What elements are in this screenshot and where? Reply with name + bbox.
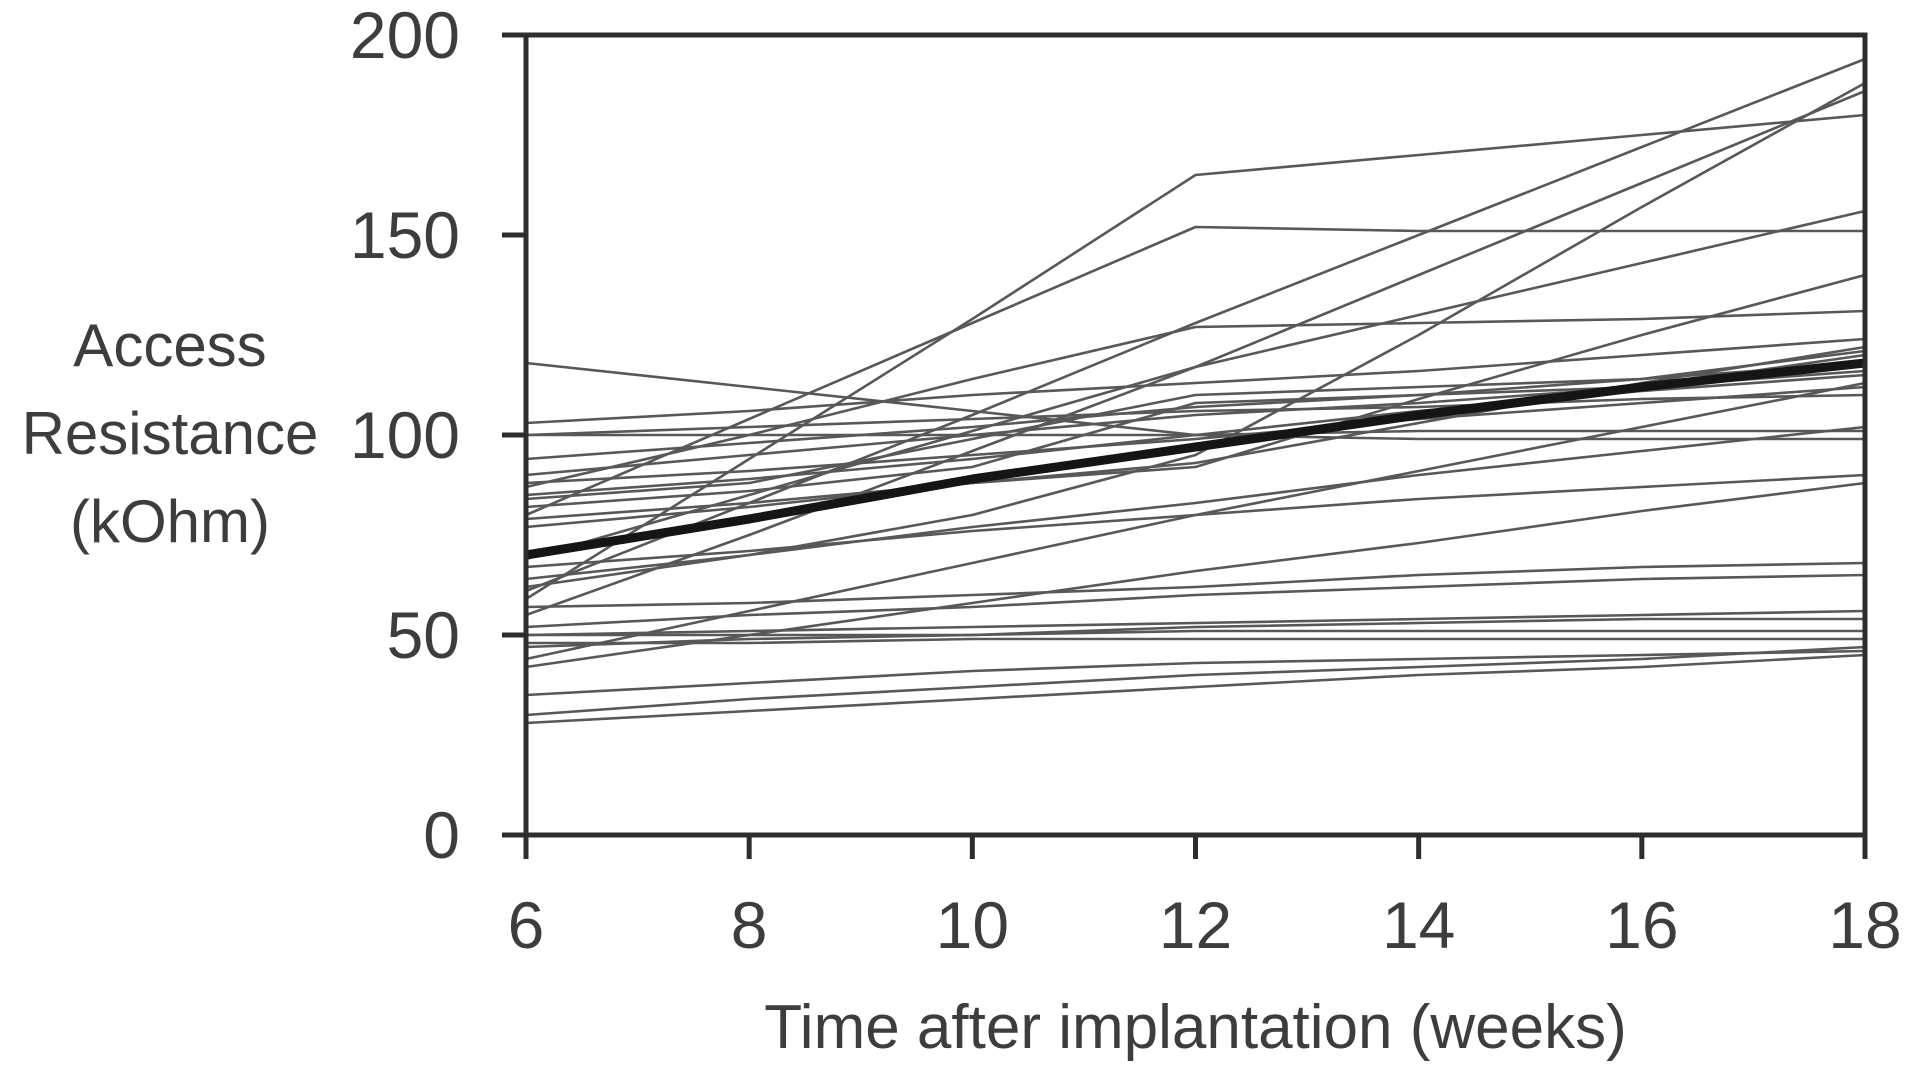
electrode-trace-line (525, 89, 1866, 617)
y-tick-label: 150 (349, 198, 460, 272)
electrode-trace-line (525, 393, 1866, 437)
electrode-trace-line (525, 573, 1866, 629)
electrode-trace-line (525, 345, 1866, 529)
y-tick-label: 50 (386, 598, 460, 672)
x-tick-label: 12 (1158, 888, 1233, 962)
x-tick-label: 10 (935, 888, 1010, 962)
electrode-trace-line (525, 653, 1866, 725)
x-tick-label: 8 (730, 888, 768, 962)
electrode-trace-line (525, 617, 1865, 649)
electrode-trace-line (525, 57, 1866, 593)
electrode-trace-line (525, 561, 1866, 609)
electrode-trace-line (525, 349, 1866, 501)
x-axis-title: Time after implantation (weeks) (764, 993, 1627, 1062)
y-tick-label: 100 (349, 398, 460, 472)
y-tick-label: 200 (349, 0, 460, 72)
electrode-trace-line (525, 385, 1866, 485)
electrode-trace-line (525, 309, 1866, 489)
y-axis-title-line-2: Resistance (21, 400, 319, 467)
electrode-trace-line (525, 381, 1866, 661)
y-axis-title-line-1: Access (73, 312, 267, 379)
electrode-trace-line (526, 637, 1865, 645)
x-tick-label: 14 (1381, 888, 1456, 962)
x-tick-label: 18 (1828, 888, 1902, 962)
electrode-trace-line (525, 225, 1865, 517)
electrode-trace-line (525, 273, 1866, 521)
y-tick-label: 0 (423, 798, 460, 872)
y-axis-title: Access Resistance (kOhm) (0, 302, 340, 566)
electrode-trace-line (525, 481, 1866, 669)
electrode-trace-line (525, 113, 1866, 601)
electrode-trace-line (525, 81, 1866, 589)
x-tick-label: 6 (507, 888, 545, 962)
electrode-trace-line (525, 337, 1866, 425)
mean-line (525, 358, 1866, 560)
electrode-trace-line (525, 609, 1866, 637)
x-tick-label: 16 (1605, 888, 1679, 962)
electrode-trace-line (525, 645, 1866, 717)
electrode-trace-line (525, 649, 1866, 697)
y-axis-title-line-3: (kOhm) (70, 488, 270, 555)
